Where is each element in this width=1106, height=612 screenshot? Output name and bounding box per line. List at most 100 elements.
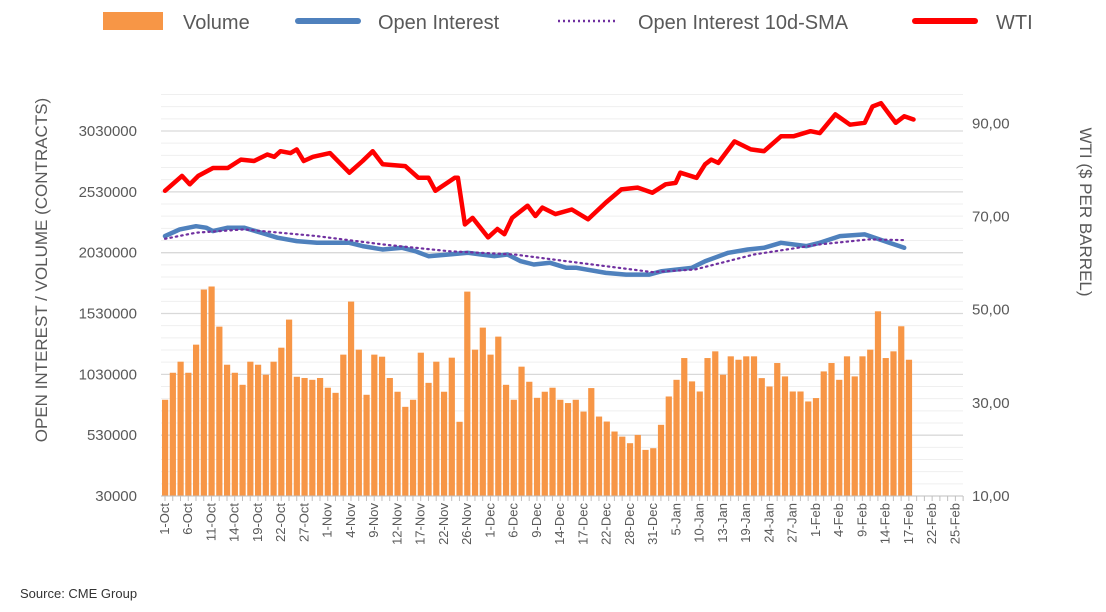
volume-bar <box>595 416 603 496</box>
volume-bar <box>719 374 727 496</box>
volume-bar <box>409 399 417 496</box>
x-tick-label: 1-Nov <box>320 503 335 538</box>
series-lines <box>162 100 916 277</box>
legend-wti-label: WTI <box>996 12 1033 34</box>
volume-bar <box>580 411 587 496</box>
x-tick-label: 14-Feb <box>878 503 893 544</box>
axes: 30000 530000 1030000 1530000 2030000 2530000 3… <box>79 115 1010 545</box>
volume-bar <box>820 371 827 496</box>
volume-bar <box>162 399 169 496</box>
volume-bar <box>696 391 703 496</box>
volume-bar <box>673 379 680 496</box>
volume-bar <box>905 359 913 496</box>
volume-bar <box>688 381 696 496</box>
open-interest-sma-line <box>163 228 906 274</box>
x-tick-label: 11-Oct <box>203 503 218 541</box>
x-tick-label: 9-Feb <box>854 503 869 537</box>
volume-bar <box>533 397 541 496</box>
x-tick-label: 6-Dec <box>506 503 521 538</box>
volume-bar <box>805 401 812 496</box>
volume-bar <box>332 392 339 496</box>
volume-bar <box>386 377 393 496</box>
volume-bar <box>448 357 455 496</box>
volume-bar <box>185 372 192 496</box>
y-left-tick-label: 1030000 <box>79 366 137 383</box>
x-tick-label: 4-Feb <box>831 503 846 537</box>
volume-bar <box>874 311 882 496</box>
volume-bar <box>704 358 711 496</box>
volume-bar <box>867 349 874 496</box>
volume-bar <box>750 356 758 496</box>
legend-volume-swatch <box>103 12 163 30</box>
x-tick-label: 1-Dec <box>482 503 497 538</box>
volume-bar <box>898 326 905 496</box>
x-tick-label: 17-Feb <box>901 503 916 544</box>
y-left-tick-label: 3030000 <box>79 123 137 140</box>
y-right-tick-label: 70,00 <box>972 208 1010 225</box>
volume-bar <box>781 376 789 496</box>
volume-bar <box>650 448 657 496</box>
volume-bar <box>471 349 479 496</box>
volume-bar <box>417 352 424 496</box>
x-tick-label: 9-Nov <box>366 503 381 538</box>
x-tick-label: 12-Nov <box>389 503 404 545</box>
volume-bar <box>177 361 184 496</box>
volume-bar <box>657 424 665 496</box>
volume-bar <box>363 394 370 496</box>
volume-bar <box>626 443 634 496</box>
x-tick-label: 14-Oct <box>227 503 242 542</box>
volume-bar <box>681 358 688 496</box>
y-right-tick-label: 50,00 <box>972 302 1010 319</box>
volume-bar <box>278 347 285 496</box>
x-tick-label: 22-Dec <box>599 503 614 545</box>
volume-bar <box>433 361 440 496</box>
x-tick-label: 31-Dec <box>645 503 660 545</box>
x-tick-label: 1-Feb <box>808 503 823 537</box>
volume-bar <box>456 421 463 496</box>
y-right-axis-title: WTI ($ PER BARREL) <box>1076 127 1095 296</box>
volume-bar <box>316 377 324 496</box>
x-tick-label: 27-Oct <box>296 503 311 542</box>
x-tick-label: 10-Jan <box>692 503 707 543</box>
x-tick-label: 22-Feb <box>924 503 939 544</box>
volume-bar <box>557 399 564 496</box>
volume-bar <box>487 354 494 496</box>
volume-bar <box>541 391 548 496</box>
volume-bar <box>324 387 331 496</box>
volume-bar <box>425 382 432 496</box>
x-tick-label: 5-Jan <box>668 503 683 536</box>
volume-bar <box>239 384 246 496</box>
volume-bar <box>611 431 618 496</box>
x-tick-label: 22-Oct <box>273 503 288 542</box>
y-left-tick-label: 2030000 <box>79 245 137 262</box>
volume-bar <box>371 354 378 496</box>
legend: Volume Open Interest Open Interest 10d-S… <box>103 12 1033 34</box>
volume-bar <box>293 376 300 496</box>
volume-bar <box>402 406 409 496</box>
volume-bar <box>766 386 773 496</box>
volume-bar <box>347 301 355 496</box>
volume-bar <box>270 361 277 496</box>
x-tick-label: 1-Oct <box>157 503 172 535</box>
volume-bar <box>634 434 641 496</box>
y-right-tick-label: 90,00 <box>972 115 1010 132</box>
volume-bar <box>712 351 719 496</box>
volume-bar <box>642 449 649 496</box>
wti-line <box>162 100 916 240</box>
y-left-axis-title: OPEN INTEREST / VOLUME (CONTRACTS) <box>32 98 51 442</box>
volume-bar <box>526 381 533 496</box>
volume-bar <box>247 361 254 496</box>
volume-bar <box>564 403 572 496</box>
volume-bar <box>192 344 200 496</box>
y-left-tick-label: 2530000 <box>79 184 137 201</box>
volume-bar <box>464 291 471 496</box>
x-tick-label: 9-Dec <box>529 503 544 538</box>
volume-bar <box>882 358 889 496</box>
volume-bar <box>355 349 362 496</box>
volume-bar <box>859 356 866 496</box>
x-tick-label: 13-Jan <box>715 503 730 543</box>
x-tick-label: 19-Jan <box>738 503 753 543</box>
y-right-tick-label: 30,00 <box>972 395 1010 412</box>
volume-bar <box>603 421 610 496</box>
